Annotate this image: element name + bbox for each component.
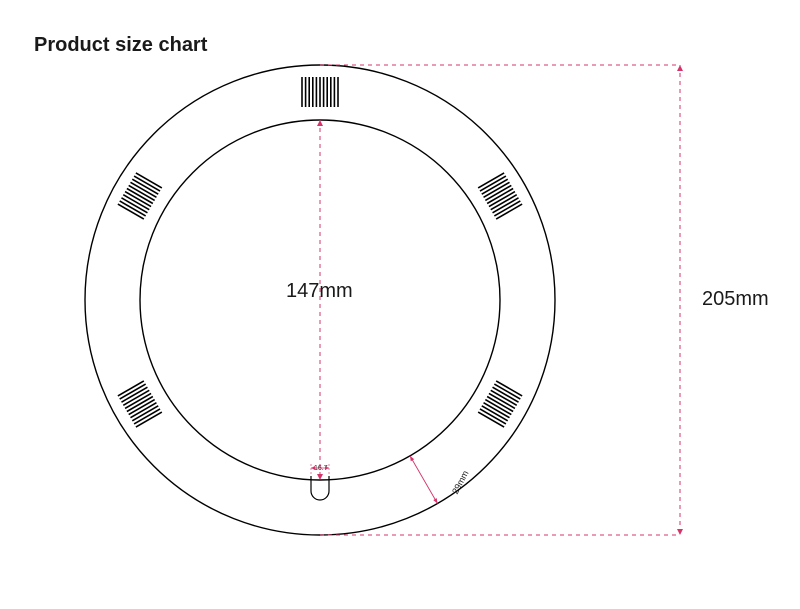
diagram-svg	[0, 0, 800, 609]
